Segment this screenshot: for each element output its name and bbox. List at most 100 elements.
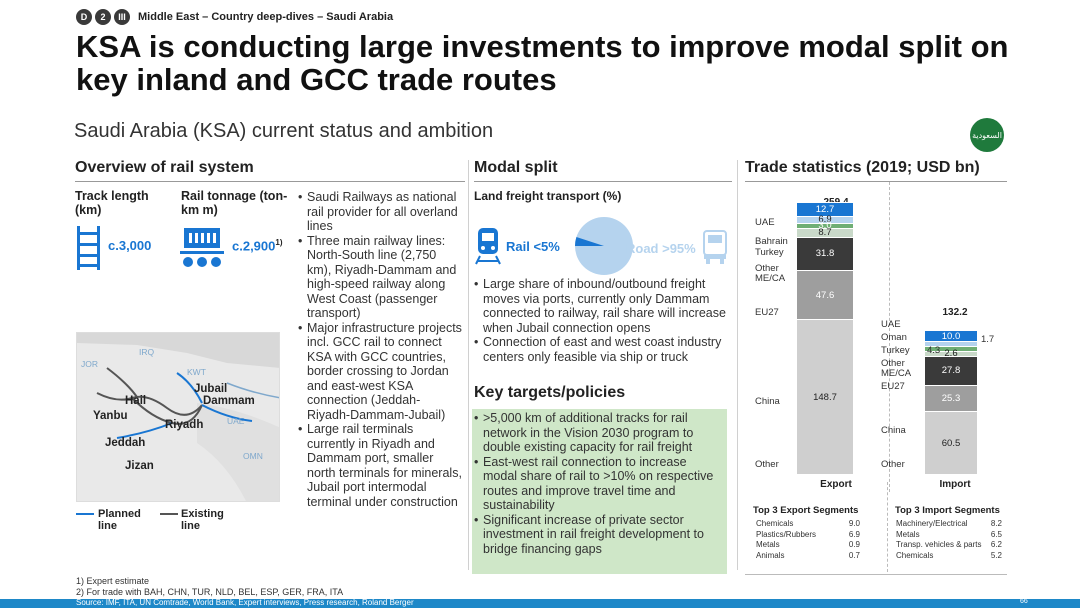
- segment-value: 8.2: [990, 519, 1002, 528]
- segment-name: Chemicals: [756, 519, 794, 528]
- divider: [75, 181, 465, 182]
- rail-tonnage-value: c.2,9001): [232, 238, 283, 253]
- road-share-label: Road >95%: [626, 241, 696, 256]
- footnote-2: 2) For trade with BAH, CHN, TUR, NLD, BE…: [76, 587, 344, 597]
- bar-value: 10.0: [941, 330, 961, 342]
- source-bar: [0, 599, 1080, 608]
- bar-value: 31.8: [815, 248, 835, 260]
- map-country-label: JOR: [81, 359, 98, 369]
- bar-value: 27.8: [941, 365, 961, 377]
- import-segment-row: Chemicals 5.2: [896, 551, 1002, 562]
- import-segment-row: Metals 6.5: [896, 530, 1002, 541]
- map-city-label: Jubail: [194, 383, 228, 395]
- planned-line-path: [176, 372, 203, 404]
- segment-value: 5.2: [990, 550, 1002, 560]
- rail-tonnage-number: c.2,900: [232, 238, 276, 254]
- trade-stats-heading: Trade statistics (2019; USD bn): [745, 159, 980, 176]
- import-oman-value: 1.7: [981, 334, 995, 345]
- export-label: EU27: [755, 307, 779, 318]
- segment-name: Metals: [896, 529, 920, 539]
- target-bullet: >5,000 km of additional tracks for rail …: [474, 411, 724, 455]
- map-city-label: Jizan: [125, 460, 154, 472]
- divider: [745, 181, 1007, 182]
- import-segment-row: Machinery/Electrical 8.2: [896, 519, 1002, 530]
- map-city-label: Yanbu: [93, 410, 128, 422]
- footnote-1: 1) Expert estimate: [76, 576, 150, 586]
- target-bullet: East-west rail connection to increase mo…: [474, 455, 724, 513]
- import-turkey-value: 4.3: [927, 345, 941, 356]
- map-shapes: [77, 333, 279, 501]
- export-bar-bahrain: 6.9: [797, 214, 853, 225]
- rail-share-label: Rail <5%: [506, 239, 560, 254]
- breadcrumb-text: Middle East – Country deep-dives – Saudi…: [138, 11, 394, 23]
- rail-bullet: Saudi Railways as national rail provider…: [298, 190, 462, 234]
- legend-planned: Planned line: [98, 508, 141, 532]
- import-bar-other: 60.5: [925, 411, 977, 474]
- train-icon: [475, 228, 501, 265]
- export-segment-row: Animals 0.7: [756, 551, 860, 562]
- export-bar-other-meca: 8.7: [797, 227, 853, 239]
- page-title: KSA is conducting large investments to i…: [76, 29, 1009, 97]
- top-import-heading: Top 3 Import Segments: [895, 505, 1000, 516]
- export-label: Other: [755, 459, 779, 470]
- trade-chart: 259.4 132.2 Export Import 12.7 6.9 3.0 8…: [745, 182, 1035, 500]
- neighbour-country-shape: [77, 333, 279, 368]
- existing-line-path: [96, 392, 203, 416]
- pie-slice-rail: [575, 237, 604, 246]
- segment-name: Machinery/Electrical: [896, 519, 968, 528]
- saudi-flag-icon: السعودية: [970, 118, 1004, 152]
- rail-map: IRQ JOR KWT UAE OMN Hail Jubail Dammam Y…: [76, 332, 280, 502]
- bar-value: 47.6: [815, 289, 835, 301]
- track-length-label: Track length (km): [75, 189, 149, 217]
- export-bar-other: 148.7: [797, 319, 853, 474]
- segment-value: 6.2: [990, 540, 1002, 549]
- export-bar-eu27: 31.8: [797, 236, 853, 270]
- modal-bullet: Large share of inbound/outbound freight …: [474, 277, 729, 335]
- rail-bullet: Three main railway lines: North-South li…: [298, 234, 462, 321]
- segment-value: 0.7: [848, 550, 860, 560]
- bar-value: 148.7: [813, 391, 837, 403]
- segment-value: 0.9: [848, 540, 860, 549]
- bar-value: 8.7: [818, 227, 832, 239]
- import-label: China: [881, 425, 906, 436]
- map-city-label: Jeddah: [105, 437, 146, 449]
- existing-line-path: [106, 367, 138, 398]
- bar-value: 3.0: [818, 220, 832, 232]
- rail-bullet: Large rail terminals currently in Riyadh…: [298, 422, 462, 509]
- bar-value: 2.6: [944, 348, 958, 360]
- import-bar-eu27: 27.8: [925, 355, 977, 385]
- page-subtitle: Saudi Arabia (KSA) current status and am…: [74, 120, 494, 142]
- bar-value: 12.7: [815, 203, 835, 215]
- map-city-label: Riyadh: [165, 419, 204, 431]
- import-label: Other: [881, 459, 905, 470]
- map-city-label: Hail: [125, 395, 147, 407]
- planned-line-path: [116, 422, 173, 439]
- key-targets-heading: Key targets/policies: [474, 384, 626, 401]
- rail-bullet: Major infrastructure projects incl. GCC …: [298, 321, 462, 423]
- segment-name: Animals: [756, 550, 785, 560]
- modal-bullet: Connection of east and west coast indust…: [474, 335, 729, 364]
- import-label: Other ME/CA: [881, 358, 912, 379]
- import-axis-label: Import: [939, 479, 971, 490]
- rail-bullets: Saudi Railways as national rail provider…: [298, 190, 462, 509]
- rail-tonnage-label: Rail tonnage (ton-km m): [181, 189, 288, 217]
- section-badge-iii: III: [114, 9, 130, 25]
- page-number: 66: [1020, 598, 1028, 605]
- chart-divider: [889, 182, 890, 492]
- export-segment-row: Plastics/Rubbers 6.9: [756, 530, 860, 541]
- top-export-list: Chemicals 9.0 Plastics/Rubbers 6.9 Metals 0…: [756, 519, 860, 561]
- import-segment-row: Transp. vehicles & parts 6.2: [896, 540, 1002, 551]
- modal-bullets: Large share of inbound/outbound freight …: [474, 277, 729, 364]
- truck-icon: [703, 230, 727, 264]
- legend-existing: Existing line: [181, 508, 224, 532]
- existing-line-swatch: [160, 513, 178, 515]
- import-bar-turkey: [925, 345, 977, 351]
- target-bullet: Significant increase of private sector i…: [474, 513, 724, 557]
- import-total: 132.2: [942, 307, 968, 318]
- export-label: Turkey: [755, 247, 784, 258]
- segment-name: Chemicals: [896, 550, 934, 560]
- segment-value: 9.0: [848, 519, 860, 528]
- planned-line-path: [201, 404, 253, 422]
- import-label: Oman: [881, 332, 907, 343]
- track-length-value: c.3,000: [108, 238, 152, 253]
